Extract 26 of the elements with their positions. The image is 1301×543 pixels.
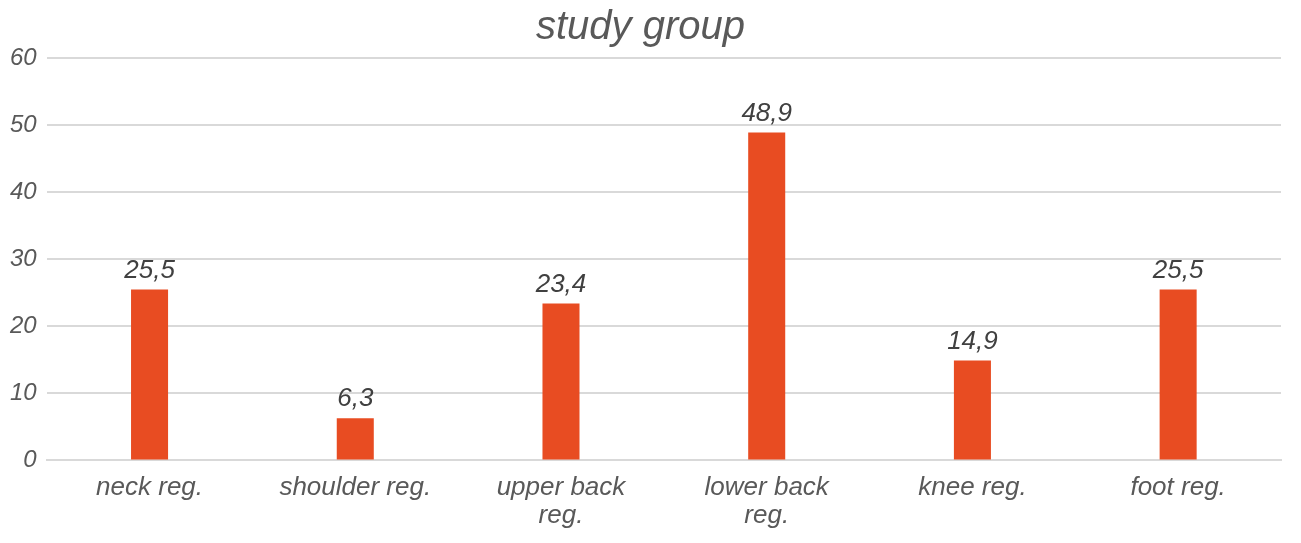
bar <box>1159 289 1197 460</box>
data-label: 25,5 <box>123 253 176 284</box>
x-tick-label: upper back reg. <box>496 471 628 529</box>
data-label: 14,9 <box>947 324 998 355</box>
y-tick-label: 10 <box>9 378 38 406</box>
chart-title: study group <box>535 3 746 48</box>
x-tick-label: shoulder reg. <box>279 471 432 502</box>
y-tick-label: 50 <box>9 109 38 137</box>
x-tick-label: foot reg. <box>1130 471 1226 502</box>
bar <box>953 360 991 460</box>
x-tick-label: lower back reg. <box>704 471 831 529</box>
y-tick-label: 40 <box>9 176 38 204</box>
y-tick-label: 60 <box>9 42 38 70</box>
y-tick-label: 20 <box>8 310 38 338</box>
data-label: 23,4 <box>534 267 587 298</box>
bar <box>336 418 374 460</box>
data-label: 25,5 <box>1151 253 1204 284</box>
y-tick-label: 0 <box>23 445 38 473</box>
y-tick-label: 30 <box>9 243 38 271</box>
bar <box>748 132 786 460</box>
bar <box>542 303 580 460</box>
x-tick-label: neck reg. <box>96 471 204 502</box>
data-label: 6,3 <box>337 382 374 413</box>
bar <box>131 289 169 460</box>
x-tick-label: knee reg. <box>918 471 1027 502</box>
data-label: 48,9 <box>741 96 793 127</box>
